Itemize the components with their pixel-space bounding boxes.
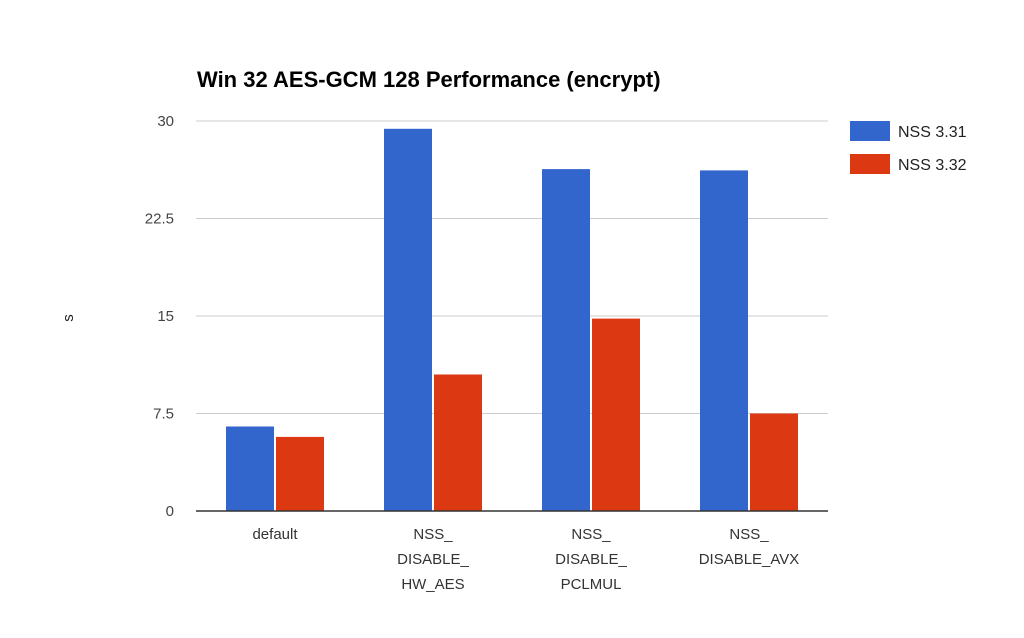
bar-nss-3-32-2[interactable] (592, 318, 640, 511)
bar-nss-3-31-2[interactable] (542, 169, 590, 511)
x-tick-label: NSS_ DISABLE_ HW_AES (397, 526, 469, 593)
y-tick-label: 7.5 (153, 406, 174, 423)
bar-nss-3-32-3[interactable] (750, 413, 798, 512)
y-axis-label: s (60, 314, 77, 322)
y-tick-label: 0 (166, 503, 174, 520)
bars (226, 128, 798, 512)
legend-swatch (850, 121, 890, 141)
x-tick-label: default (252, 526, 298, 543)
legend-swatch (850, 154, 890, 174)
legend-label: NSS 3.32 (898, 157, 967, 174)
legend: NSS 3.31 NSS 3.32 (850, 121, 967, 174)
axes: 0 7.5 15 22.5 30 default NSS_ DISABLE_ HW_AES NSS… (145, 113, 828, 593)
x-tick-label: NSS_ DISABLE_AVX (699, 526, 800, 568)
x-tick-label: NSS_ DISABLE_ PCLMUL (555, 526, 627, 593)
y-tick-label: 30 (157, 113, 174, 130)
bar-nss-3-32-0[interactable] (276, 436, 324, 511)
legend-label: NSS 3.31 (898, 124, 967, 141)
y-tick-label: 15 (157, 308, 174, 325)
bar-nss-3-32-1[interactable] (434, 374, 482, 512)
bar-nss-3-31-0[interactable] (226, 426, 274, 512)
bar-nss-3-31-1[interactable] (384, 128, 432, 512)
y-tick-label: 22.5 (145, 211, 174, 228)
bar-nss-3-31-3[interactable] (700, 170, 748, 511)
chart-title: Win 32 AES-GCM 128 Performance (encrypt) (197, 67, 661, 92)
